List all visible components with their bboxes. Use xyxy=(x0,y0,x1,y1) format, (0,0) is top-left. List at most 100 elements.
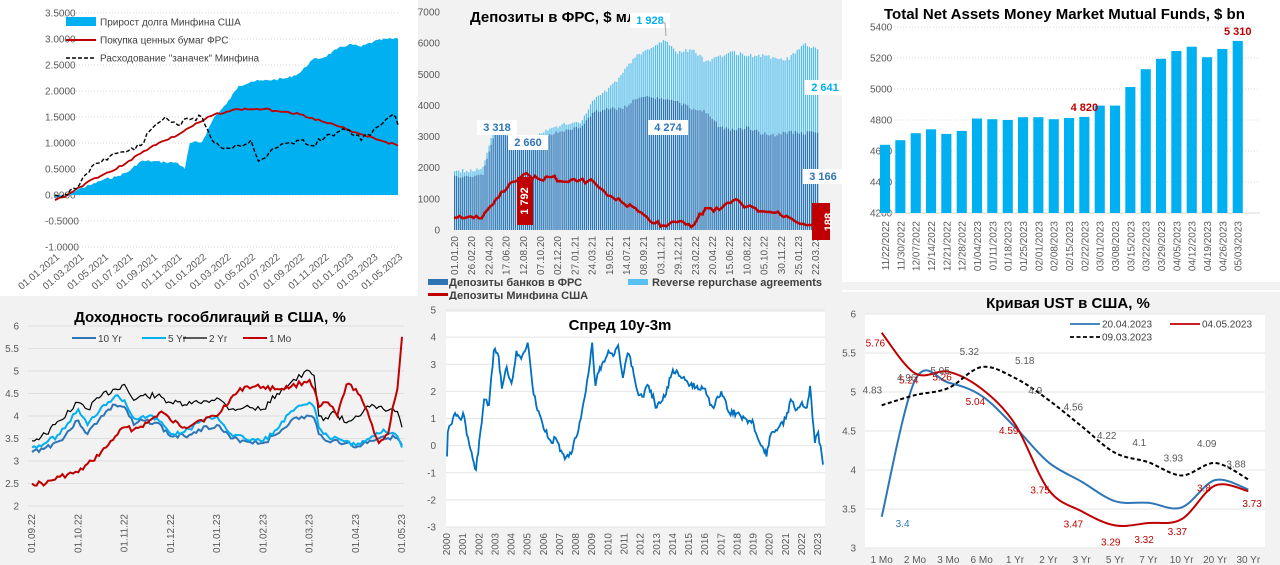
x-tick-label: 04/05/2023 xyxy=(1172,221,1183,271)
x-tick-label: 05/03/2023 xyxy=(1234,221,1245,271)
bar xyxy=(895,140,906,213)
bar xyxy=(1079,116,1090,213)
x-tick-label: 10.08.22 xyxy=(742,236,753,275)
bar-bank-deposits xyxy=(472,177,474,230)
annotation-bank-3166: 3 166 xyxy=(809,171,837,183)
data-label: 4.22 xyxy=(1097,431,1117,442)
data-label: 4.83 xyxy=(863,385,883,396)
annotation-rrp-peak-bg xyxy=(630,13,670,28)
bar-bank-deposits xyxy=(668,99,671,231)
bar-bank-deposits xyxy=(500,130,502,230)
bar-bank-deposits xyxy=(488,151,490,230)
x-tick-label: 03/22/2023 xyxy=(1142,221,1153,271)
bar-bank-deposits xyxy=(784,132,786,230)
bar-bank-deposits xyxy=(774,136,776,230)
chart-title: Кривая UST в США, % xyxy=(986,295,1150,312)
bar-bank-deposits xyxy=(788,131,790,230)
bar xyxy=(1202,57,1213,214)
y-tick-label: 3.5 xyxy=(842,505,856,516)
bar-bank-deposits xyxy=(502,130,504,230)
bar xyxy=(880,144,891,213)
y-tick-label: 1000 xyxy=(418,194,440,205)
bar-bank-deposits xyxy=(739,127,742,230)
x-tick-label: 2011 xyxy=(620,533,631,555)
x-tick-label: 22.04.20 xyxy=(484,236,495,275)
x-tick-label: 03.11.21 xyxy=(656,236,667,275)
bar xyxy=(1002,120,1013,213)
bar-bank-deposits xyxy=(711,118,713,230)
bar-bank-deposits xyxy=(640,97,642,231)
bar xyxy=(987,119,998,213)
bar-bank-deposits xyxy=(705,113,707,230)
bar-bank-deposits xyxy=(754,130,756,230)
x-tick-label: 05.10.22 xyxy=(760,236,771,275)
y-tick-label: 6000 xyxy=(418,39,440,50)
x-tick-label: 04/19/2023 xyxy=(1203,221,1214,271)
y-tick-label: 5200 xyxy=(870,54,893,65)
bar-bank-deposits xyxy=(547,136,549,230)
data-label: 3.29 xyxy=(1101,537,1121,548)
x-tick-label: 2 Mo xyxy=(904,555,927,565)
bar-bank-deposits xyxy=(691,109,693,230)
x-tick-label: 01/11/2023 xyxy=(988,221,999,271)
annotation-bank-4274: 4 274 xyxy=(654,122,682,134)
bar-bank-deposits xyxy=(701,111,703,230)
y-tick-label: 1.5000 xyxy=(45,113,76,124)
bar-bank-deposits xyxy=(664,99,667,230)
bar-bank-deposits xyxy=(484,165,486,230)
bar-bank-deposits xyxy=(662,99,665,230)
y-tick-label: 0.5000 xyxy=(45,165,76,176)
bar-bank-deposits xyxy=(689,108,691,230)
bar-bank-deposits xyxy=(713,120,715,230)
bar-bank-deposits xyxy=(800,131,803,230)
data-label: 3.8 xyxy=(1197,484,1211,495)
x-tick-label: 2019 xyxy=(749,533,760,556)
x-tick-label: 03/01/2023 xyxy=(1096,221,1107,271)
bar-bank-deposits xyxy=(620,108,622,230)
bar xyxy=(1110,105,1121,213)
y-tick-label: 3.5000 xyxy=(45,9,76,20)
bar-bank-deposits xyxy=(482,175,484,230)
x-tick-label: 01.02.23 xyxy=(258,514,269,553)
bar-bank-deposits xyxy=(778,133,780,230)
bar-bank-deposits xyxy=(654,99,657,230)
y-tick-label: -1 xyxy=(427,468,436,479)
x-tick-label: 02/15/2023 xyxy=(1065,221,1076,271)
y-tick-label: 3000 xyxy=(418,132,440,143)
bar-bank-deposits xyxy=(638,97,640,230)
x-tick-label: 25.01.23 xyxy=(794,236,805,275)
spread-10y-3m-chart: 5 4 3 2 1 0 -1 -2 -3 Спред 10y-3m 2000 2001 2002 2003… xyxy=(427,306,825,556)
x-tick-label: 02/22/2023 xyxy=(1080,221,1091,271)
y-tick-label: 4.5 xyxy=(842,427,856,438)
bar-bank-deposits xyxy=(733,130,736,230)
bar-bank-deposits xyxy=(792,133,794,230)
bar-bank-deposits xyxy=(575,126,577,230)
ust-curve-chart: 6 5.5 5 4.5 4 3.5 3 Кривая UST в США, % 1 Mo 2 Mo… xyxy=(842,295,1265,565)
y-tick-label: 3 xyxy=(850,544,856,555)
line-5yr xyxy=(31,393,403,450)
line-treasury-cash-drawdown xyxy=(54,113,399,199)
bar-bank-deposits xyxy=(510,138,513,230)
bar-bank-deposits xyxy=(719,126,721,230)
y-tick-label: 0 xyxy=(434,226,440,237)
y-tick-label: 3 xyxy=(430,360,436,371)
line-spread-10y-3m xyxy=(446,342,824,472)
bar-bank-deposits xyxy=(727,128,730,230)
bar-bank-deposits xyxy=(498,129,500,230)
data-label: 4.1 xyxy=(1132,438,1146,449)
bar-bank-deposits xyxy=(652,98,654,230)
x-tick-label: 5 Yr xyxy=(1106,555,1125,565)
spread-chart-panel: 5 4 3 2 1 0 -1 -2 -3 Спред 10y-3m 2000 2001 2002 2003… xyxy=(420,300,840,565)
y-tick-label: 2 xyxy=(13,502,19,513)
bar-bank-deposits xyxy=(634,99,636,230)
y-tick-label: -0.5000 xyxy=(45,217,79,228)
x-tick-label: 2007 xyxy=(555,533,566,556)
x-tick-label: 2018 xyxy=(732,533,743,556)
bar xyxy=(1094,105,1105,213)
bar xyxy=(910,133,921,213)
bar-bank-deposits xyxy=(553,134,555,230)
x-tick-label: 01.01.23 xyxy=(212,514,223,553)
data-label: 3.93 xyxy=(1164,453,1184,464)
chart-title: Доходность гособлигаций в США, % xyxy=(74,309,346,326)
x-tick-label: 04/26/2023 xyxy=(1218,221,1229,271)
